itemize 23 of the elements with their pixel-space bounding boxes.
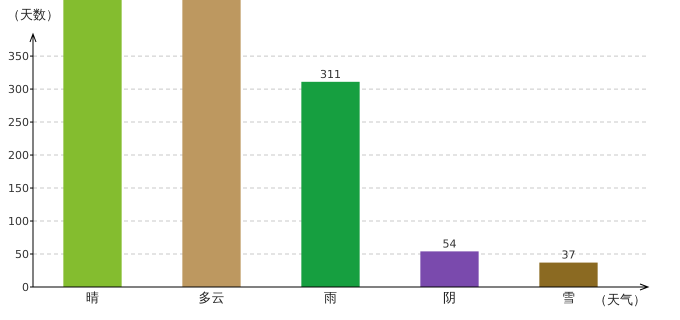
- data-label: 311: [320, 68, 341, 81]
- x-tick-label: 多云: [198, 291, 224, 306]
- y-axis-title: （天数）: [7, 8, 59, 23]
- bar: [420, 251, 479, 287]
- x-tick-label: 雪: [562, 291, 575, 306]
- y-tick-label: 100: [8, 215, 29, 228]
- y-tick-label: 250: [8, 116, 29, 130]
- x-tick-label: 晴: [86, 291, 99, 306]
- bar: [539, 262, 598, 287]
- bar: [301, 82, 360, 287]
- data-label: 54: [442, 237, 456, 250]
- y-tick-label: 50: [15, 248, 29, 262]
- y-tick-label: 150: [8, 182, 29, 196]
- x-tick-label: 阴: [443, 291, 456, 306]
- y-tick-label: 0: [22, 281, 29, 294]
- bar: [182, 0, 241, 287]
- data-label: 37: [562, 248, 576, 262]
- x-axis-title: （天气）: [594, 293, 646, 308]
- y-tick-label: 200: [8, 149, 29, 162]
- y-tick-label: 350: [8, 50, 29, 64]
- x-tick-label: 雨: [324, 291, 337, 306]
- bar: [63, 0, 122, 287]
- y-tick-label: 300: [8, 83, 29, 96]
